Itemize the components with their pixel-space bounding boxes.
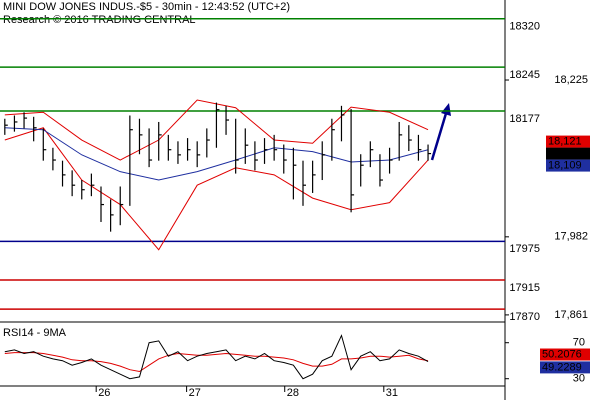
level-label: 17870 <box>509 311 540 323</box>
x-tick-label: 28 <box>287 387 299 399</box>
price-label: 18,121 <box>548 135 582 147</box>
y-tick-label: 17,861 <box>554 309 588 321</box>
y-tick-label: 18,225 <box>554 74 588 86</box>
price-box <box>546 159 590 172</box>
x-tick-label: 27 <box>189 387 201 399</box>
arrow <box>430 109 449 161</box>
level-label: 17915 <box>509 282 540 294</box>
chart-title: MINI DOW JONES INDUS.-$5 - 30min - 12:43… <box>3 1 290 13</box>
y-tick-label: 30 <box>573 373 585 385</box>
y-tick-label: 70 <box>573 337 585 349</box>
rsi-value-box <box>540 361 590 374</box>
level-label: 17975 <box>509 243 540 255</box>
rsi-line <box>4 334 429 380</box>
price-label: 18,111 <box>548 147 580 159</box>
rsi-ma-line <box>4 352 429 373</box>
level-label: 18245 <box>509 69 540 81</box>
rsi-value-box <box>540 348 590 361</box>
rsi-title: RSI14 - 9MA <box>3 327 67 339</box>
moving-average <box>4 127 429 181</box>
level-label: 18177 <box>509 113 540 125</box>
x-tick-label: 31 <box>386 387 398 399</box>
arrow-head <box>441 103 451 116</box>
x-tick-label: 26 <box>98 387 110 399</box>
y-tick-label: 17,982 <box>554 231 588 243</box>
bollinger-lower <box>4 127 429 251</box>
rsi-value-label: 49.2289 <box>542 361 582 373</box>
chart-subtitle: Research © 2016 TRADING CENTRAL <box>3 14 196 26</box>
price-box <box>546 147 590 160</box>
level-label: 18320 <box>509 21 540 33</box>
price-box <box>546 135 590 148</box>
rsi-value-label: 50.2076 <box>542 348 582 360</box>
price-label: 18,109 <box>548 159 582 171</box>
